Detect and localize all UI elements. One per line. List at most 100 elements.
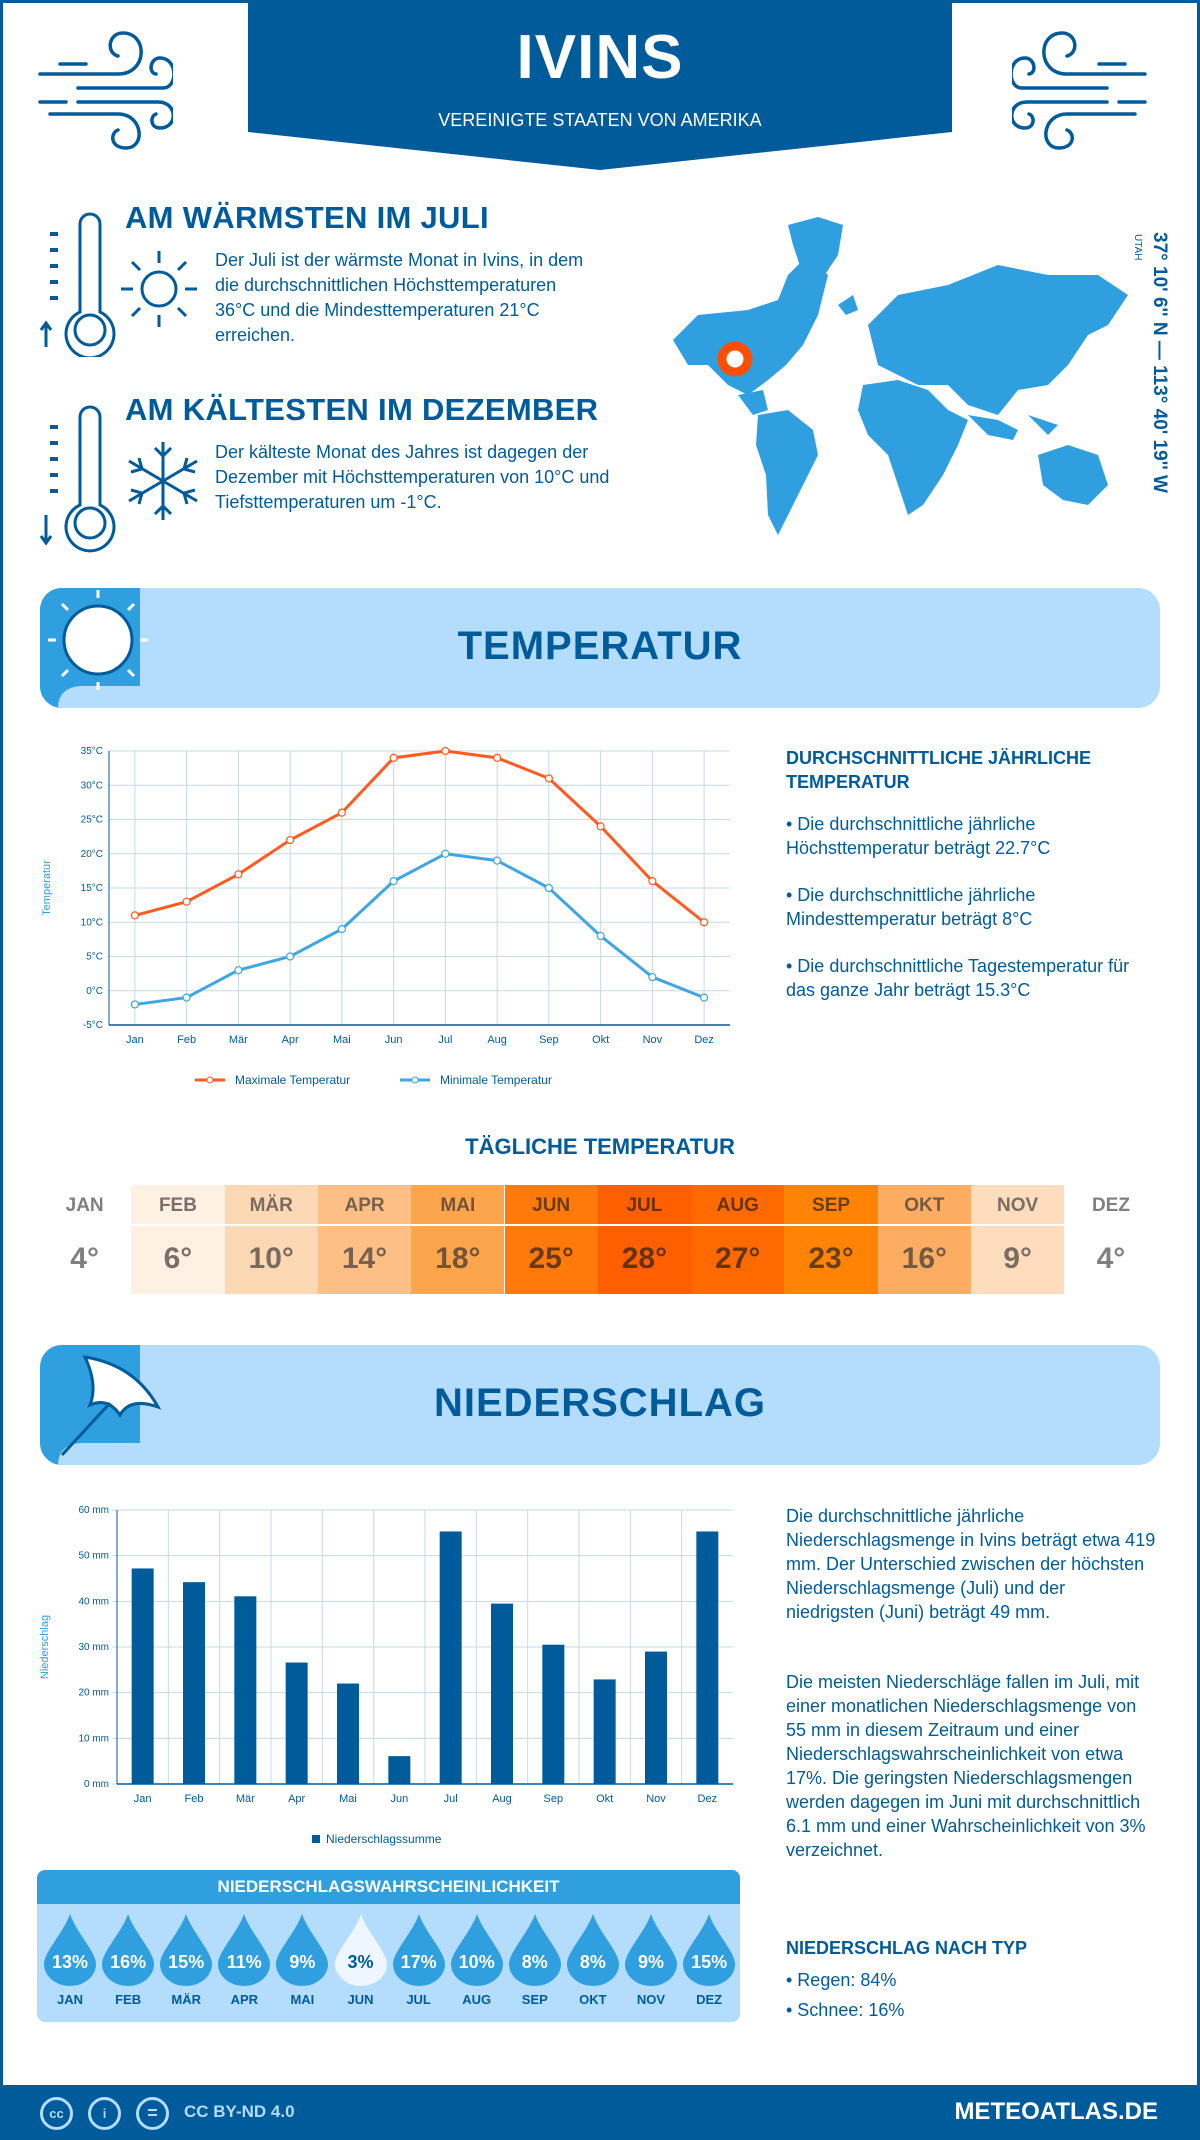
country-subtitle: VEREINIGTE STAATEN VON AMERIKA — [438, 110, 762, 130]
probability-month: DEZ — [696, 1992, 723, 2007]
probability-month: MAI — [290, 1992, 315, 2007]
rain-drop-mär: 15% — [160, 1914, 213, 1986]
y-tick-label: 60 mm — [78, 1505, 109, 1516]
data-point — [389, 753, 398, 762]
data-point — [286, 835, 295, 845]
wind-icon — [38, 31, 173, 150]
daily-temp-value: 25° — [528, 1242, 574, 1275]
annual-max-text: • Die durchschnittliche jährliche Höchst… — [786, 814, 1051, 858]
data-point — [337, 925, 346, 934]
x-tick-label: Mai — [339, 1793, 357, 1805]
y-tick-label: 0°C — [86, 986, 103, 997]
probability-value: 16% — [110, 1952, 147, 1972]
y-tick-label: 20 mm — [78, 1688, 109, 1699]
warmest-title: AM WÄRMSTEN IM JULI — [125, 200, 489, 235]
daily-temp-apr: APR 14° — [317, 1185, 412, 1294]
bar-jul — [439, 1531, 462, 1784]
x-tick-label: Apr — [282, 1034, 299, 1046]
footer: cc i = CC BY-ND 4.0 METEOATLAS.DE — [0, 2085, 1200, 2140]
daily-temperature-title: TÄGLICHE TEMPERATUR — [465, 1134, 735, 1159]
data-point — [596, 822, 605, 831]
data-point — [493, 753, 502, 762]
x-tick-label: Jul — [438, 1034, 452, 1046]
series-line-max — [134, 749, 706, 924]
data-point — [130, 911, 139, 920]
bar-sep — [542, 1644, 565, 1784]
no-derivatives-icon: = — [136, 2097, 169, 2130]
drop-icon — [44, 1914, 96, 1986]
umbrella-icon — [40, 1345, 180, 1465]
y-tick-label: 30 mm — [78, 1642, 109, 1653]
daily-temp-value: 4° — [70, 1242, 99, 1275]
data-point — [441, 849, 450, 858]
data-point — [337, 808, 346, 817]
precip-detail-text: Die meisten Niederschläge fallen im Juli… — [786, 1672, 1146, 1860]
x-tick-label: Jun — [385, 1034, 403, 1046]
legend-label: Minimale Temperatur — [440, 1073, 552, 1087]
daily-temp-value: 16° — [901, 1242, 948, 1275]
data-point — [182, 897, 191, 906]
daily-temp-month: JUL — [597, 1185, 692, 1226]
y-tick-label: 10°C — [81, 917, 103, 928]
probability-value: 8% — [521, 1952, 548, 1972]
x-tick-label: Dez — [694, 1034, 714, 1046]
precip-type-rain: • Regen: 84% — [786, 1970, 897, 1990]
thermometer-down-icon — [39, 405, 116, 553]
bar-okt — [593, 1679, 616, 1784]
sun-icon — [121, 251, 197, 327]
series-line-min — [134, 852, 705, 1006]
daily-temp-jan: JAN 4° — [38, 1185, 131, 1294]
precip-type-snow: • Schnee: 16% — [786, 2000, 905, 2020]
x-tick-label: Okt — [592, 1034, 609, 1046]
daily-temp-month: SEP — [784, 1185, 878, 1226]
bar-jan — [131, 1568, 154, 1784]
daily-temp-value: 18° — [435, 1242, 481, 1275]
daily-temp-month: FEB — [131, 1185, 225, 1226]
drop-icon — [625, 1914, 677, 1986]
daily-temp-aug: AUG 27° — [691, 1185, 785, 1294]
temperature-line-chart: -5°C 0°C 5°C 10°C 15°C 20°C 25°C 30°C 35°C Jan Feb… — [41, 746, 730, 1087]
probability-month: AUG — [462, 1992, 492, 2007]
data-point — [389, 877, 398, 886]
precipitation-bar-chart: 0 mm 10 mm 20 mm 30 mm 40 mm 50 mm 60 mm Jan Feb… — [39, 1505, 733, 1846]
y-axis-title: Niederschlag — [39, 1615, 51, 1679]
x-tick-label: Mär — [236, 1793, 255, 1805]
data-point — [700, 993, 709, 1002]
y-tick-label: 15°C — [81, 883, 103, 894]
precip-type-title: NIEDERSCHLAG NACH TYP — [786, 1938, 1028, 1958]
daily-temp-month: OKT — [877, 1185, 971, 1226]
probability-value: 17% — [400, 1952, 437, 1972]
rain-drop-dez: 15% — [683, 1914, 736, 1986]
data-point — [130, 1000, 139, 1009]
world-map — [673, 217, 1128, 535]
brand-link[interactable]: METEOATLAS.DE — [954, 2098, 1158, 2125]
probability-value: 15% — [168, 1952, 205, 1972]
x-tick-label: Nov — [646, 1793, 666, 1805]
coldest-title: AM KÄLTESTEN IM DEZEMBER — [125, 392, 599, 427]
annual-min-text: • Die durchschnittliche jährliche Mindes… — [786, 885, 1036, 929]
y-tick-label: 35°C — [81, 746, 103, 757]
data-point — [441, 746, 450, 756]
daily-temp-value: 4° — [1096, 1242, 1126, 1275]
daily-temp-feb: FEB 6° — [131, 1185, 225, 1294]
daily-temp-value: 28° — [621, 1242, 668, 1275]
probability-value: 3% — [347, 1952, 374, 1972]
daily-temp-value: 23° — [808, 1242, 854, 1275]
legend-swatch — [312, 1835, 320, 1843]
temperature-section-title: TEMPERATUR — [457, 624, 743, 668]
drop-icon — [160, 1914, 213, 1986]
precipitation-section-title: NIEDERSCHLAG — [433, 1381, 767, 1425]
header-banner — [248, 0, 952, 170]
coordinates: 37° 10' 6'' N — 113° 40' 19'' W — [1149, 232, 1170, 493]
x-tick-label: Nov — [643, 1034, 663, 1046]
bar-jun — [388, 1756, 411, 1784]
daily-temp-month: JUN — [504, 1185, 598, 1226]
region-label: UTAH — [1132, 234, 1143, 261]
y-tick-label: -5°C — [83, 1020, 103, 1031]
y-tick-label: 40 mm — [78, 1596, 109, 1607]
precip-probability-panel: NIEDERSCHLAGSWAHRSCHEINLICHKEIT 13% JAN 16… — [37, 1870, 740, 2022]
daily-temp-nov: NOV 9° — [971, 1185, 1065, 1294]
license-text: CC BY-ND 4.0 — [184, 2102, 295, 2121]
daily-temp-month: MÄR — [224, 1185, 318, 1226]
legend-marker — [411, 1076, 419, 1084]
